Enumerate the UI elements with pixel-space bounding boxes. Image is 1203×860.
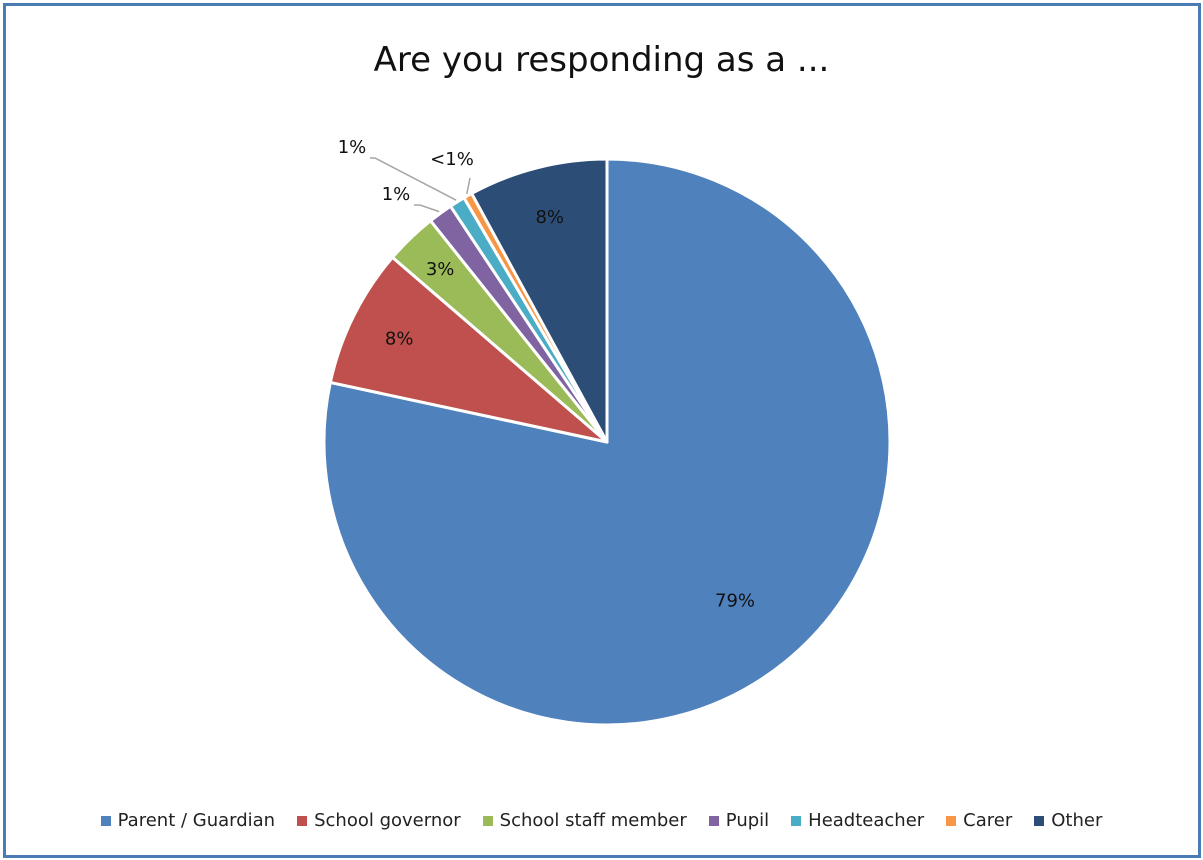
chart-title: Are you responding as a ... xyxy=(373,40,830,80)
data-label-headteacher: 1% xyxy=(338,137,367,158)
legend-label: Pupil xyxy=(725,810,770,831)
legend-swatch xyxy=(1034,815,1045,826)
legend-item-pupil: Pupil xyxy=(708,810,770,831)
legend-label: School governor xyxy=(314,810,461,831)
data-label-pupil: 1% xyxy=(382,184,411,205)
pie-slice-school-governor xyxy=(328,255,609,444)
legend-swatch xyxy=(791,815,802,826)
leader-line xyxy=(414,204,440,213)
legend-item-parent-guardian: Parent / Guardian xyxy=(100,810,276,831)
legend-label: Headteacher xyxy=(808,810,925,831)
legend-swatch xyxy=(482,815,493,826)
leader-line xyxy=(370,157,457,201)
leader-line xyxy=(466,177,471,195)
legend-label: Parent / Guardian xyxy=(117,810,276,831)
data-label-carer: <1% xyxy=(430,149,474,170)
pie-slice-other xyxy=(470,157,609,444)
legend-label: Carer xyxy=(963,810,1013,831)
data-label-parent-guardian: 79% xyxy=(715,591,755,612)
data-label-school-staff-member: 3% xyxy=(426,259,455,280)
legend-swatch xyxy=(100,815,111,826)
legend-label: Other xyxy=(1051,810,1103,831)
chart-legend: Parent / Guardian School governor School s… xyxy=(0,810,1203,831)
legend-label: School staff member xyxy=(499,810,687,831)
legend-item-other: Other xyxy=(1034,810,1102,831)
data-label-other: 8% xyxy=(535,207,564,228)
legend-item-school-governor: School governor xyxy=(297,810,461,831)
legend-item-carer: Carer xyxy=(946,810,1012,831)
legend-swatch xyxy=(708,815,719,826)
data-label-school-governor: 8% xyxy=(385,329,414,350)
legend-swatch xyxy=(946,815,957,826)
legend-item-headteacher: Headteacher xyxy=(791,810,924,831)
legend-item-school-staff-member: School staff member xyxy=(482,810,687,831)
legend-swatch xyxy=(297,815,308,826)
